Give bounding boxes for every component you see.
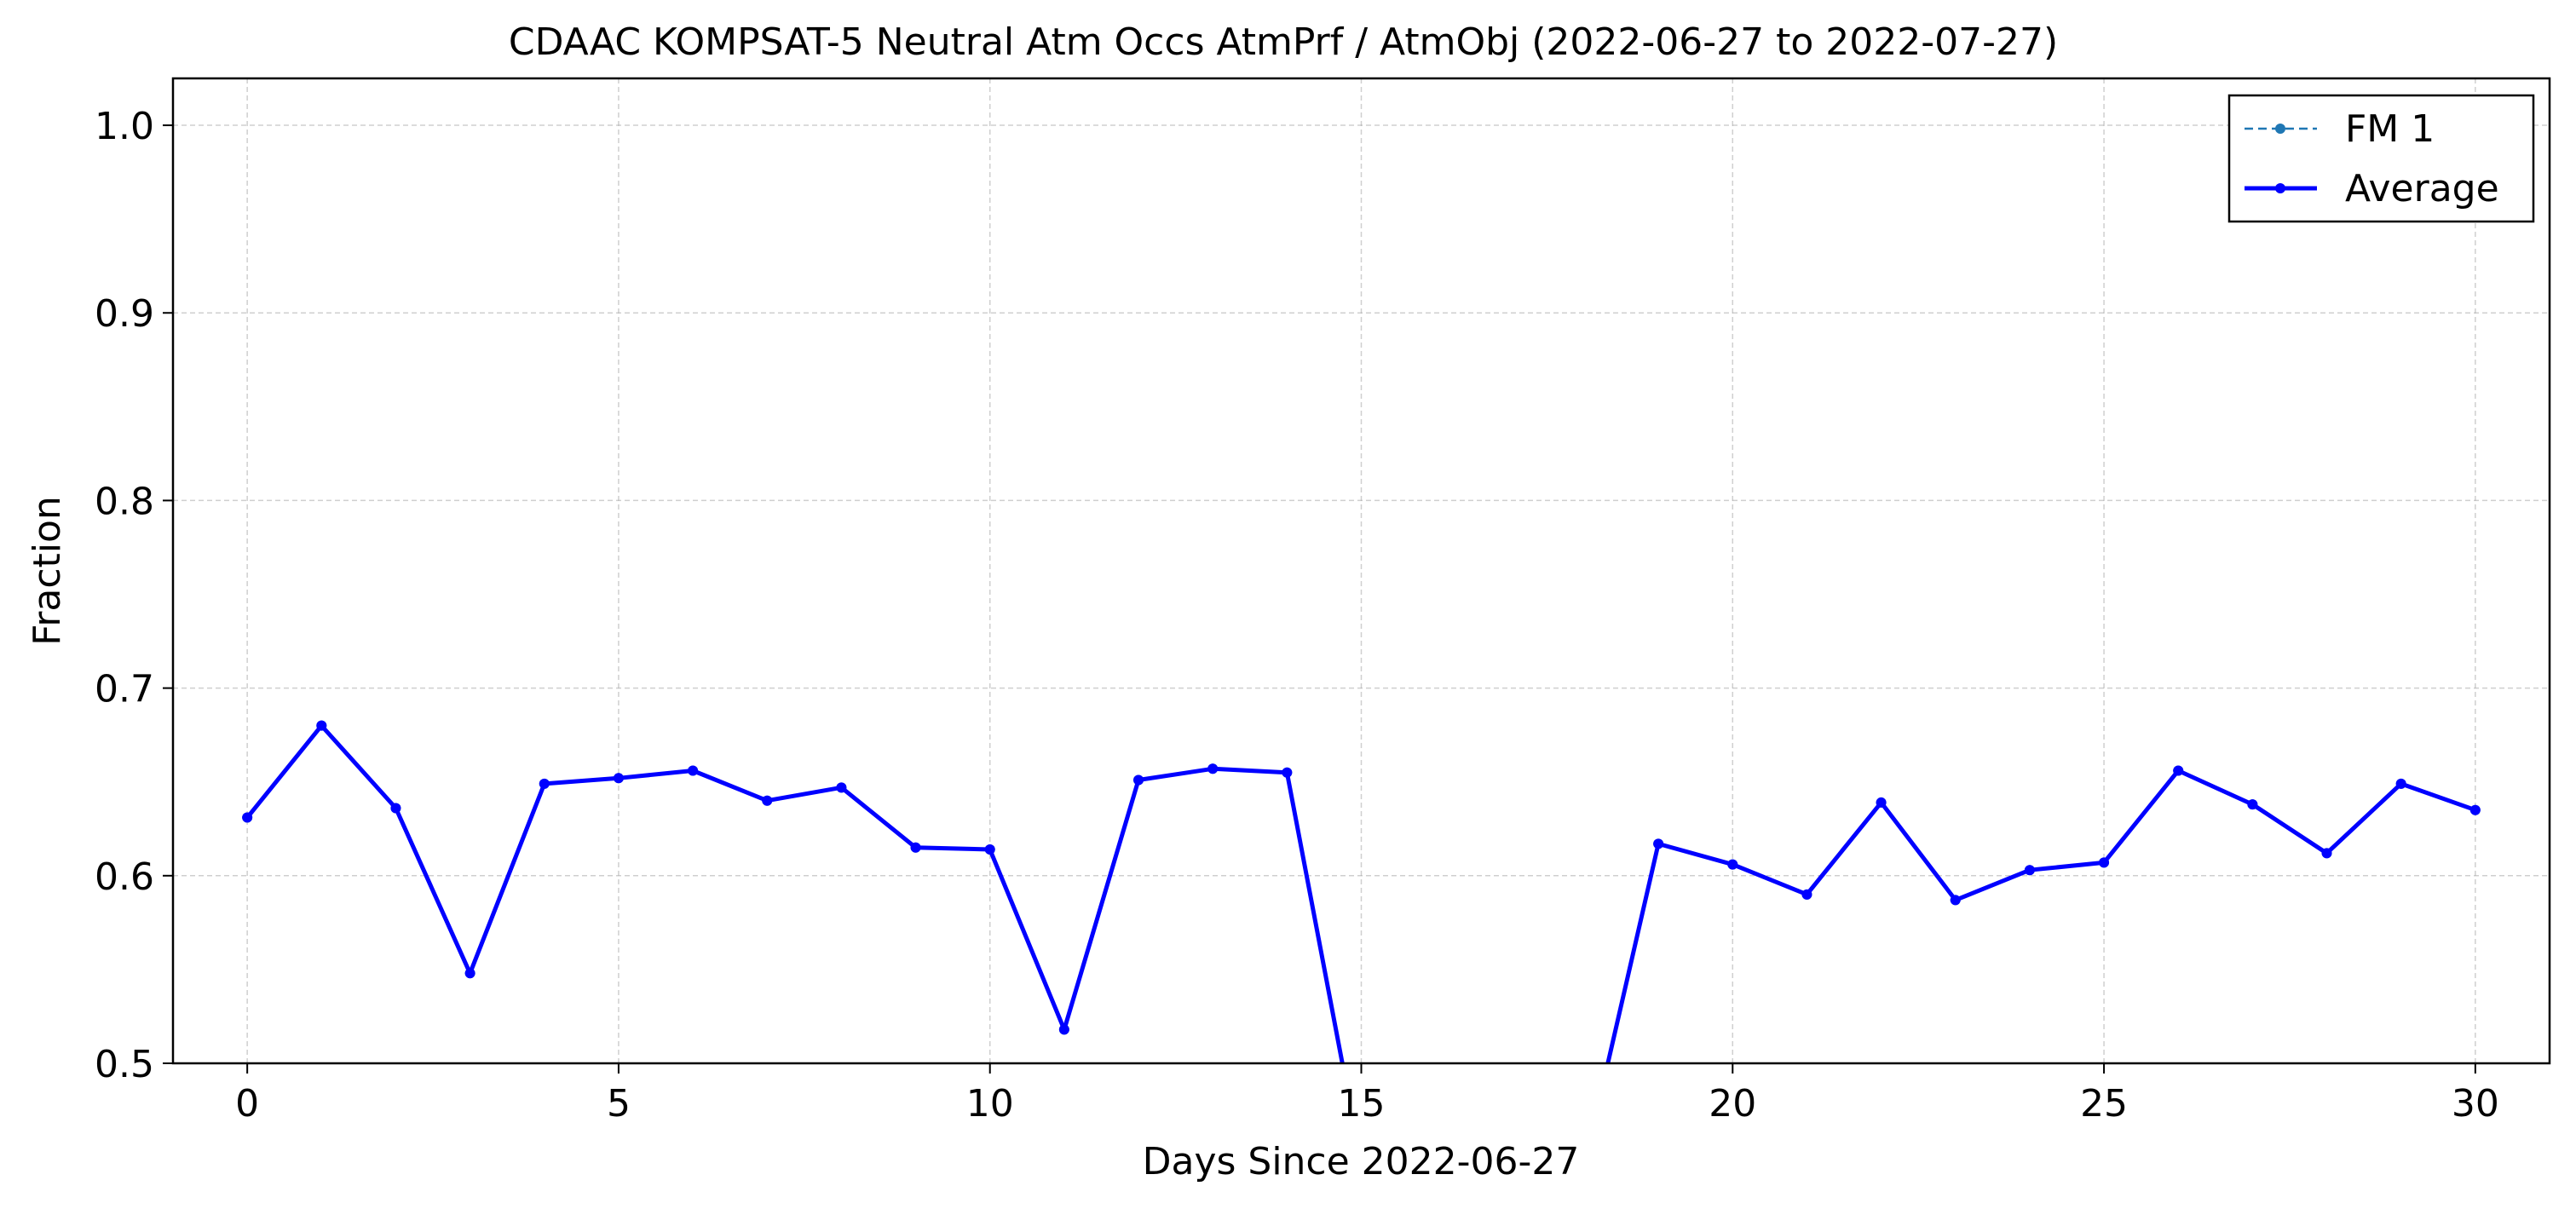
data-point-average [1207,763,1219,774]
x-tick-label: 25 [2080,1082,2128,1126]
y-axis-label: Fraction [26,496,69,646]
data-point-average [2099,857,2110,868]
legend: FM 1 Average [2227,94,2535,223]
grid [173,78,2550,1064]
data-point-average [836,782,847,793]
x-tick-label: 5 [607,1082,631,1126]
x-tick-label: 30 [2452,1082,2499,1126]
data-point-average [2173,765,2184,776]
x-tick-label: 0 [235,1082,259,1126]
data-point-average [2024,865,2035,876]
data-point-average [2247,799,2258,810]
data-point-average [1133,774,1144,786]
y-tick-label: 0.6 [95,855,154,899]
data-point-average [1282,767,1293,778]
x-axis-label: Days Since 2022-06-27 [1143,1140,1580,1183]
data-point-fm-1 [1579,1161,1589,1172]
data-point-average [1653,838,1664,849]
y-tick-label: 1.0 [95,105,154,148]
x-tick-label: 10 [966,1082,1014,1126]
data-point-average [2395,778,2406,789]
data-point-average [2469,804,2481,815]
legend-box [2227,94,2535,223]
legend-label-average: Average [2345,167,2499,210]
x-tick-label: 20 [1709,1082,1756,1126]
x-tick-label: 15 [1338,1082,1386,1126]
series-line-average [245,723,1345,1063]
data-point-average [1727,859,1738,870]
data-point-average [984,843,995,855]
data-point-average [2321,848,2332,859]
data-point-average [242,812,253,823]
series-line-fm-1 [246,724,1344,1063]
data-point-average [390,803,401,814]
data-point-average [688,765,699,776]
legend-marker-fm1 [2275,124,2285,134]
y-tick-label: 0.8 [95,480,154,523]
y-tick-label: 0.5 [95,1043,154,1086]
legend-label-fm1: FM 1 [2345,107,2435,151]
data-point-average [539,778,550,789]
data-point-average [1801,889,1812,900]
data-point-average [316,720,327,731]
axis-ticks: 0 5 10 15 20 25 30 0.5 0.6 0.7 0.8 0.9 1.0 [95,105,2499,1126]
data-point-average [1950,895,1961,906]
series-layer [242,720,2481,1172]
data-point-average [1876,797,1887,808]
chart-title: CDAAC KOMPSAT-5 Neutral Atm Occs AtmPrf … [509,20,2058,64]
y-tick-label: 0.7 [95,668,154,711]
data-point-average [1579,1161,1589,1172]
data-point-average [613,773,624,784]
data-point-average [910,842,921,853]
y-tick-label: 0.9 [95,292,154,336]
data-point-average [464,968,475,979]
data-point-average [1058,1024,1069,1035]
data-point-average [762,795,773,806]
legend-marker-average [2275,183,2285,193]
